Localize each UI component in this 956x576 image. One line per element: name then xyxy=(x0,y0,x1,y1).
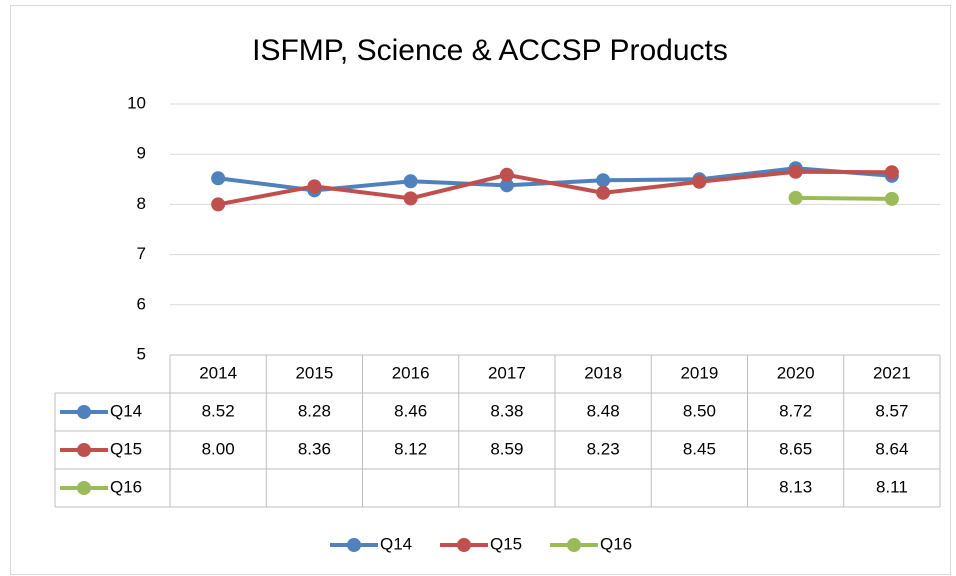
legend-label: Q16 xyxy=(110,477,142,496)
point xyxy=(884,165,899,180)
table-value: 8.36 xyxy=(298,439,331,458)
category-label: 2016 xyxy=(392,363,430,382)
category-label: 2015 xyxy=(295,363,333,382)
point xyxy=(788,164,803,179)
legend-label: Q15 xyxy=(110,439,142,458)
legend-label: Q14 xyxy=(380,534,412,553)
point xyxy=(692,174,707,189)
point xyxy=(596,185,611,200)
category-label: 2018 xyxy=(584,363,622,382)
point xyxy=(499,178,514,193)
legend-key-marker xyxy=(77,405,91,419)
table-value: 8.64 xyxy=(875,439,908,458)
table-value: 8.28 xyxy=(298,401,331,420)
legend-key-marker xyxy=(77,443,91,457)
table-value: 8.38 xyxy=(490,401,523,420)
point xyxy=(403,191,418,206)
point xyxy=(403,174,418,189)
y-tick-label: 7 xyxy=(137,244,146,263)
table-value: 8.50 xyxy=(683,401,716,420)
table-value: 8.00 xyxy=(202,439,235,458)
category-label: 2017 xyxy=(488,363,526,382)
table-value: 8.11 xyxy=(876,477,908,496)
table-value: 8.45 xyxy=(683,439,716,458)
chart-border xyxy=(10,5,951,575)
legend-key-marker xyxy=(457,538,471,552)
y-tick-label: 6 xyxy=(137,294,146,313)
point xyxy=(499,167,514,182)
point xyxy=(884,191,899,206)
table-value: 8.13 xyxy=(779,477,812,496)
table-value: 8.65 xyxy=(779,439,812,458)
category-label: 2021 xyxy=(873,363,911,382)
chart-title: ISFMP, Science & ACCSP Products xyxy=(252,34,728,67)
y-tick-label: 10 xyxy=(127,93,146,112)
series-line xyxy=(795,195,892,201)
point xyxy=(307,179,322,194)
y-tick-label: 5 xyxy=(137,344,146,363)
table-value: 8.12 xyxy=(394,439,427,458)
point xyxy=(788,190,803,205)
legend-key-marker xyxy=(567,538,581,552)
legend-label: Q14 xyxy=(110,401,142,420)
y-tick-label: 9 xyxy=(137,144,146,163)
table-value: 8.59 xyxy=(490,439,523,458)
table-value: 8.48 xyxy=(587,401,620,420)
point xyxy=(211,171,226,186)
category-label: 2020 xyxy=(777,363,815,382)
point xyxy=(211,197,226,212)
category-label: 2019 xyxy=(680,363,718,382)
category-label: 2014 xyxy=(199,363,237,382)
point xyxy=(596,173,611,188)
legend-label: Q15 xyxy=(490,534,522,553)
legend-label: Q16 xyxy=(600,534,632,553)
table-value: 8.23 xyxy=(587,439,620,458)
table-value: 8.46 xyxy=(394,401,427,420)
legend-key-marker xyxy=(77,481,91,495)
legend-key-marker xyxy=(347,538,361,552)
series-line xyxy=(217,169,892,207)
y-tick-label: 8 xyxy=(137,194,146,213)
table-value: 8.57 xyxy=(875,401,908,420)
table-value: 8.72 xyxy=(779,401,812,420)
table-value: 8.52 xyxy=(202,401,235,420)
